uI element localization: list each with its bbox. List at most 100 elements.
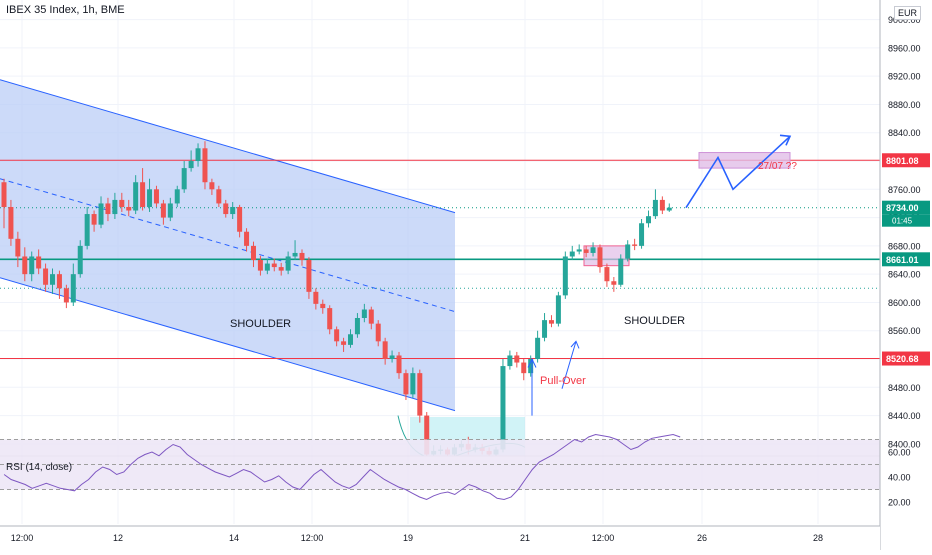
candle-body xyxy=(167,203,173,218)
candle-body xyxy=(271,263,277,268)
currency-badge[interactable]: EUR xyxy=(894,6,922,20)
price-tag-label: 8661.01 xyxy=(886,255,919,265)
price-tick-label: 8640.00 xyxy=(888,270,921,280)
candle-body xyxy=(153,189,159,204)
rsi-legend[interactable]: RSI (14, close) xyxy=(6,462,73,473)
price-tick-label: 8560.00 xyxy=(888,326,921,336)
price-tag-label: 8734.00 xyxy=(886,203,919,213)
rsi-tick-label: 60.00 xyxy=(888,448,911,458)
rsi-line xyxy=(3,433,681,501)
time-tick-label: 12:00 xyxy=(301,533,324,543)
time-tick-label: 19 xyxy=(403,533,413,543)
price-pane xyxy=(0,79,880,456)
candle-body xyxy=(140,182,146,207)
price-tag-label: 8801.08 xyxy=(886,156,919,166)
candle-body xyxy=(147,189,153,207)
projection-path xyxy=(685,135,791,209)
time-axis-bg xyxy=(0,526,880,550)
candle-body xyxy=(257,260,263,271)
candle-body xyxy=(500,366,506,450)
price-tick-label: 8680.00 xyxy=(888,241,921,251)
candle-body xyxy=(202,148,208,183)
price-tick-label: 8880.00 xyxy=(888,100,921,110)
candle-body xyxy=(625,244,631,259)
candle-body xyxy=(22,256,28,275)
candle-body xyxy=(230,206,236,215)
breakout-arrowhead xyxy=(527,357,537,368)
candle-body xyxy=(70,274,76,303)
pullover-arrow xyxy=(561,341,577,389)
candle-body xyxy=(1,182,7,207)
candle-body xyxy=(250,245,256,261)
channel-mid-line xyxy=(0,178,456,313)
candle-body xyxy=(417,373,423,416)
countdown-tag-bg xyxy=(882,214,930,227)
candle-body xyxy=(126,206,132,211)
candle-body xyxy=(77,245,83,275)
candle-body xyxy=(50,274,56,285)
candle-body xyxy=(15,238,21,257)
channel-lower-line xyxy=(0,277,456,412)
time-tick-label: 28 xyxy=(813,533,823,543)
candle-body xyxy=(209,182,215,190)
price-tick-label: 8760.00 xyxy=(888,185,921,195)
candle-body xyxy=(521,362,527,374)
candle-body xyxy=(216,189,222,204)
candle-body xyxy=(91,214,97,225)
candle-body xyxy=(334,329,340,342)
candle-body xyxy=(195,148,201,162)
candle-body xyxy=(264,263,270,271)
candle-body xyxy=(382,341,388,360)
candle-body xyxy=(389,355,395,360)
candle-body xyxy=(542,320,548,338)
candle-body xyxy=(535,337,541,360)
candle-body xyxy=(223,203,229,215)
channel-upper-line xyxy=(0,79,456,214)
time-tick-label: 12:00 xyxy=(592,533,615,543)
candle-body xyxy=(174,189,180,204)
candle-body xyxy=(292,252,298,257)
price-tag-bg xyxy=(882,200,930,215)
time-tick-label: 14 xyxy=(229,533,239,543)
price-tag-label: 8520.68 xyxy=(886,354,919,364)
rsi-band xyxy=(0,439,880,490)
candle-body xyxy=(278,267,284,271)
symbol-title[interactable]: IBEX 35 Index, 1h, BME xyxy=(6,4,125,16)
price-tick-label: 8440.00 xyxy=(888,411,921,421)
rsi-tick-label: 20.00 xyxy=(888,498,911,508)
time-tick-label: 26 xyxy=(697,533,707,543)
price-tick-label: 9000.00 xyxy=(888,15,921,25)
candle-body xyxy=(652,199,658,217)
candle-body xyxy=(112,199,118,215)
candle-body xyxy=(306,260,312,292)
price-tag-bg xyxy=(882,351,930,366)
candle-body xyxy=(98,203,104,225)
time-tick-label: 12:00 xyxy=(11,533,34,543)
shoulder-left-label: SHOULDER xyxy=(230,318,292,330)
candle-body xyxy=(507,355,513,367)
candle-body xyxy=(361,309,367,318)
candle-body xyxy=(63,288,69,303)
candle-body xyxy=(576,249,582,252)
candle-body xyxy=(548,320,554,324)
candle-body xyxy=(555,295,561,324)
candle-body xyxy=(285,256,291,271)
candle-body xyxy=(327,308,333,330)
candle-body xyxy=(562,256,568,296)
candle-body xyxy=(299,252,305,261)
candle-body xyxy=(188,161,194,169)
candle-body xyxy=(528,359,534,374)
target-date-label: 27/07 ?? xyxy=(758,161,797,172)
candle-body xyxy=(396,355,402,374)
shoulder-right-label: SHOULDER xyxy=(624,315,686,327)
candle-body xyxy=(569,251,575,257)
candle-body xyxy=(244,231,250,246)
candle-body xyxy=(348,334,353,345)
candle-body xyxy=(590,247,596,253)
price-tag-bg xyxy=(882,252,930,267)
candle-body xyxy=(403,373,409,395)
candle-body xyxy=(84,214,90,246)
candle-body xyxy=(645,216,651,224)
